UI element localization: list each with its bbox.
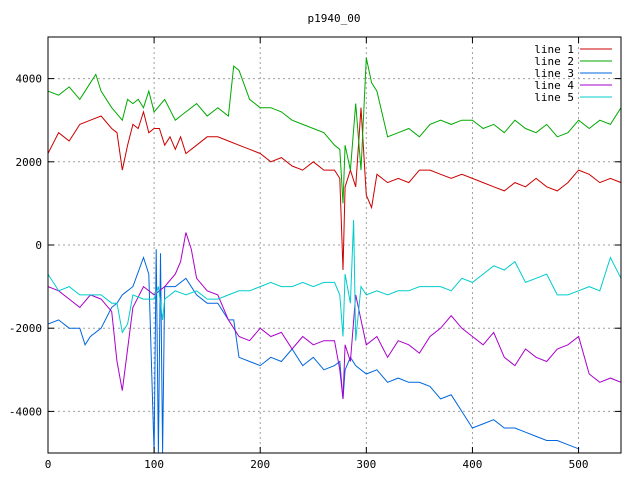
series-line-3 [48, 249, 579, 453]
legend-label: line 3 [534, 67, 574, 80]
x-tick-label: 100 [144, 458, 164, 471]
series-layer [48, 57, 621, 453]
legend-label: line 1 [534, 43, 574, 56]
x-tick-label: 400 [463, 458, 483, 471]
series-line-1 [48, 107, 621, 271]
y-tick-label: -4000 [9, 405, 42, 418]
x-tick-label: 0 [45, 458, 52, 471]
y-tick-label: 0 [35, 239, 42, 252]
legend-label: line 2 [534, 55, 574, 68]
y-tick-label: -2000 [9, 322, 42, 335]
x-tick-label: 200 [250, 458, 270, 471]
series-line-5 [48, 219, 621, 341]
series-line-4 [48, 232, 621, 399]
x-tick-label: 300 [356, 458, 376, 471]
y-tick-label: 2000 [16, 156, 43, 169]
legend-label: line 5 [534, 91, 574, 104]
grid [48, 37, 621, 453]
y-tick-label: 4000 [16, 73, 43, 86]
x-tick-label: 500 [569, 458, 589, 471]
legend-label: line 4 [534, 79, 574, 92]
series-line-2 [48, 57, 621, 204]
chart-title: p1940_00 [308, 12, 361, 25]
axes: 0 100 200 300 400 500 -4000 -2000 0 2000 4000 [9, 37, 621, 471]
